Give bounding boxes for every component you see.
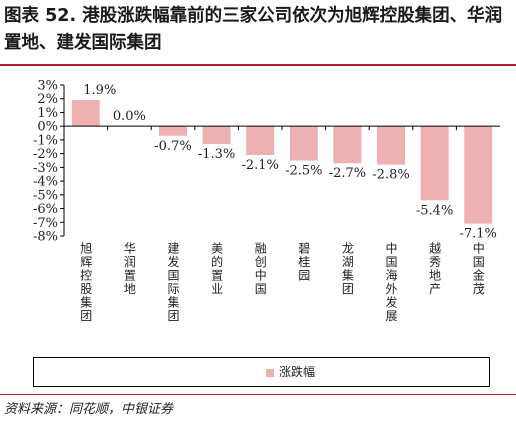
y-tick-label: 0%	[37, 120, 58, 135]
bar-value-label: -2.8%	[372, 168, 409, 183]
y-tick-label: -5%	[33, 188, 58, 203]
bar	[159, 126, 187, 136]
bar	[377, 126, 405, 165]
bar-value-label: -2.7%	[329, 166, 366, 181]
bar-value-label: 1.9%	[83, 83, 116, 98]
y-tick-label: -3%	[33, 161, 58, 176]
category-label: 中国金茂	[471, 241, 485, 296]
category-label: 建发国际集团	[166, 242, 180, 323]
y-tick-label: -7%	[33, 216, 58, 231]
y-tick-label: 2%	[37, 92, 58, 107]
bar-chart: 3%2%1%0%-1%-2%-3%-4%-5%-6%-7%-8% 1.9% 旭辉控股…	[33, 79, 500, 323]
bar	[420, 126, 449, 201]
y-tick-label: -2%	[33, 147, 58, 162]
source-note: 资料来源：同花顺，中银证券	[4, 402, 174, 417]
y-tick-label: 1%	[37, 106, 58, 121]
bar	[246, 126, 275, 156]
source-rule	[0, 394, 516, 395]
bar	[333, 126, 362, 164]
category-label: 越秀地产	[428, 242, 442, 296]
category-label: 碧桂园	[297, 242, 311, 283]
legend-label: 涨跌幅	[279, 365, 316, 379]
category-label: 华润置地	[122, 242, 136, 296]
category-label: 旭辉控股集团	[79, 242, 93, 323]
bar-value-label: 0.0%	[113, 109, 146, 124]
bar-value-label: -7.1%	[459, 227, 496, 242]
bar	[202, 126, 231, 145]
title-rule	[0, 64, 516, 66]
bar-value-label: -2.5%	[285, 164, 322, 179]
category-label: 龙湖集团	[340, 242, 354, 296]
legend-swatch	[266, 369, 274, 377]
bar-value-label: -1.3%	[198, 147, 235, 162]
bar	[71, 100, 100, 127]
y-tick-label: -1%	[33, 133, 58, 148]
category-label: 融创中国	[253, 242, 267, 296]
y-tick-label: -6%	[33, 202, 58, 217]
figure-title: 图表 52. 港股涨跌幅靠前的三家公司依次为旭辉控股集团、华润置地、建发国际集团	[4, 6, 503, 53]
bar	[464, 126, 493, 224]
y-tick-label: 3%	[37, 79, 58, 94]
category-label: 中国海外发展	[384, 241, 398, 323]
y-tick-label: -4%	[33, 175, 58, 190]
category-label: 美的置业	[210, 242, 224, 296]
bar-value-label: -0.7%	[154, 139, 191, 154]
bar	[289, 126, 318, 161]
bar-value-label: -5.4%	[416, 203, 453, 218]
bar-value-label: -2.1%	[241, 158, 278, 173]
y-tick-label: -8%	[33, 230, 58, 245]
legend: 涨跌幅	[33, 357, 490, 387]
